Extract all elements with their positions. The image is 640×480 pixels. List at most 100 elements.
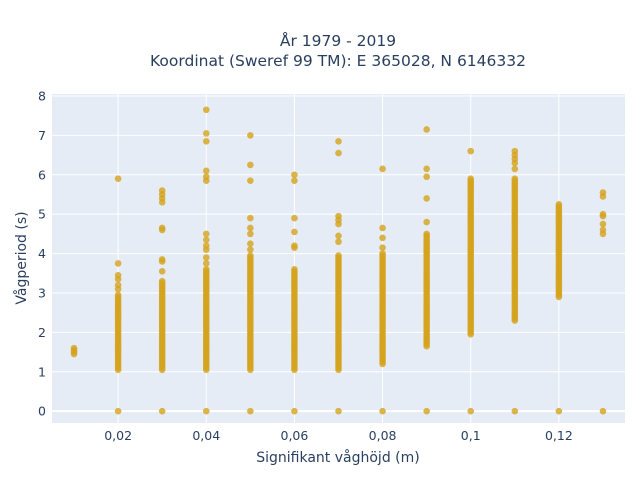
- data-point: [247, 230, 254, 238]
- data-point: [423, 230, 430, 238]
- chart-subtitle: Koordinat (Sweref 99 TM): E 365028, N 61…: [150, 52, 526, 70]
- data-point: [511, 147, 519, 155]
- data-point: [291, 407, 298, 415]
- data-point: [291, 214, 298, 222]
- data-point: [247, 240, 254, 248]
- x-tick-label: 0,12: [545, 428, 573, 443]
- data-point: [379, 224, 386, 232]
- data-point: [423, 165, 430, 173]
- data-point: [335, 149, 342, 157]
- data-point: [114, 407, 122, 415]
- data-point: [158, 224, 166, 232]
- data-point: [291, 228, 298, 236]
- data-point: [379, 250, 386, 257]
- data-point: [114, 260, 122, 267]
- data-point: [202, 230, 210, 238]
- data-point: [467, 407, 475, 415]
- y-tick-label: 0: [38, 404, 46, 419]
- data-point: [202, 106, 210, 114]
- data-point: [423, 218, 430, 226]
- data-point: [335, 238, 342, 246]
- data-point: [291, 177, 298, 184]
- data-point: [379, 407, 386, 415]
- y-tick-label: 4: [38, 246, 46, 261]
- x-tick-label: 0,1: [461, 428, 481, 443]
- data-point: [202, 130, 210, 137]
- data-point: [291, 171, 298, 179]
- data-point: [158, 187, 166, 194]
- data-point: [247, 214, 254, 222]
- data-point: [599, 407, 607, 415]
- y-tick-label: 6: [38, 167, 46, 182]
- data-point: [599, 226, 607, 234]
- data-point: [335, 407, 342, 415]
- data-point: [247, 252, 254, 259]
- data-point: [511, 407, 519, 415]
- data-point: [114, 175, 122, 183]
- data-point: [511, 165, 519, 173]
- data-point: [202, 236, 210, 244]
- x-tick-label: 0,06: [281, 428, 309, 443]
- data-point: [70, 344, 78, 352]
- x-tick-label: 0,08: [369, 428, 397, 443]
- data-point: [423, 407, 430, 415]
- data-point: [247, 161, 254, 169]
- data-point: [335, 137, 342, 145]
- data-point: [202, 173, 210, 181]
- data-point: [423, 195, 430, 202]
- x-tick-label: 0,04: [192, 428, 220, 443]
- y-tick-label: 5: [38, 207, 46, 222]
- data-point: [158, 277, 166, 285]
- y-tick-label: 1: [38, 364, 46, 379]
- data-point: [114, 281, 122, 289]
- data-point: [467, 175, 475, 183]
- data-point: [291, 266, 298, 273]
- data-point: [335, 212, 342, 220]
- data-point: [158, 256, 166, 263]
- data-point: [158, 268, 166, 275]
- data-point: [247, 224, 254, 232]
- data-point: [202, 266, 210, 273]
- data-point: [335, 252, 342, 259]
- data-point: [247, 177, 254, 184]
- data-point: [555, 407, 563, 415]
- x-axis-title: Signifikant våghöjd (m): [256, 449, 419, 466]
- data-point: [379, 165, 386, 173]
- data-point: [335, 232, 342, 240]
- chart-title: År 1979 - 2019: [280, 31, 396, 50]
- data-point: [511, 175, 519, 183]
- y-tick-label: 3: [38, 285, 46, 300]
- data-point: [423, 173, 430, 181]
- data-point: [599, 220, 607, 228]
- x-tick-label: 0,02: [104, 428, 132, 443]
- data-point: [555, 201, 563, 208]
- data-point: [291, 242, 298, 249]
- data-point: [202, 137, 210, 145]
- y-tick-label: 7: [38, 128, 46, 143]
- data-point: [114, 291, 122, 299]
- x-axis-ticks: 0,02 0,04 0,06 0,08 0,1 0,12: [104, 428, 573, 443]
- data-point: [379, 244, 386, 251]
- data-point: [379, 360, 386, 368]
- data-point: [114, 271, 122, 279]
- data-point: [247, 407, 254, 415]
- data-point: [423, 342, 430, 350]
- y-axis-ticks: 0 1 2 3 4 5 6 7 8: [38, 88, 46, 418]
- y-tick-label: 8: [38, 88, 46, 103]
- data-point: [202, 260, 210, 267]
- data-point: [247, 246, 254, 253]
- data-point: [423, 126, 430, 133]
- data-point: [467, 147, 475, 155]
- data-points: [70, 106, 607, 415]
- data-point: [158, 407, 166, 415]
- data-point: [599, 210, 607, 218]
- data-point: [599, 189, 607, 196]
- data-point: [202, 407, 210, 415]
- data-point: [247, 132, 254, 139]
- data-point: [379, 234, 386, 242]
- y-axis-title: Vågperiod (s): [13, 211, 30, 304]
- data-point: [202, 242, 210, 249]
- y-tick-label: 2: [38, 325, 46, 340]
- data-point: [202, 254, 210, 261]
